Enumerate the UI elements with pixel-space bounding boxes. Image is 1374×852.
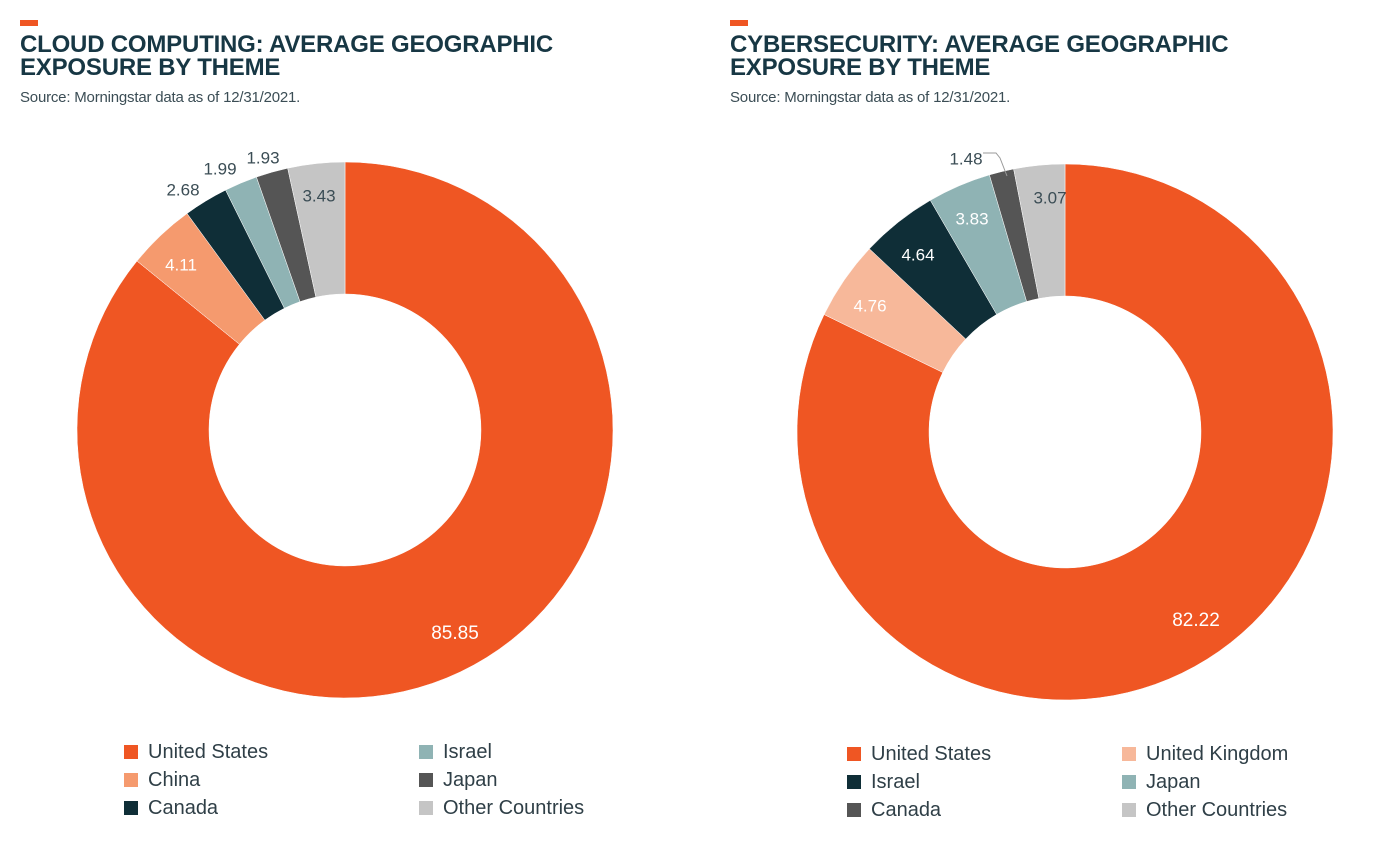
data-label-canada: 1.48 bbox=[949, 149, 982, 168]
legend-swatch bbox=[419, 801, 433, 815]
legend-label: Other Countries bbox=[1146, 798, 1288, 821]
chart-legend: United States China Canada Israel Japan Other… bbox=[124, 740, 644, 830]
data-label-united-kingdom: 4.76 bbox=[853, 296, 886, 315]
legend-label: United States bbox=[148, 740, 269, 763]
data-label-china: 4.11 bbox=[165, 255, 197, 274]
cloud-computing-chart-panel: CLOUD COMPUTING: AVERAGE GEOGRAPHIC EXPO… bbox=[20, 20, 644, 830]
legend-swatch bbox=[124, 745, 138, 759]
chart-source-note: Source: Morningstar data as of 12/31/202… bbox=[20, 89, 301, 106]
chart-title-line-2: EXPOSURE BY THEME bbox=[20, 54, 281, 81]
legend-item-canada: Canada bbox=[847, 798, 941, 822]
data-label-united-states: 85.85 bbox=[431, 623, 479, 644]
slice-other-countries bbox=[1013, 163, 1066, 299]
legend-swatch bbox=[1122, 747, 1136, 761]
chart-title-line-1: CYBERSECURITY: AVERAGE GEOGRAPHIC bbox=[730, 31, 1229, 58]
legend-item-japan: Japan bbox=[1122, 770, 1201, 794]
chart-source-note: Source: Morningstar data as of 12/31/202… bbox=[730, 89, 1011, 106]
legend-swatch bbox=[1122, 803, 1136, 817]
data-label-other-countries: 3.07 bbox=[1033, 188, 1066, 207]
legend-item-israel: Israel bbox=[419, 740, 492, 764]
legend-item-united-states: United States bbox=[124, 740, 268, 764]
data-label-japan: 3.83 bbox=[955, 209, 988, 228]
chart-title-line-1: CLOUD COMPUTING: AVERAGE GEOGRAPHIC bbox=[20, 31, 554, 58]
legend-label: Israel bbox=[871, 770, 920, 793]
legend-label: Israel bbox=[443, 740, 492, 763]
data-label-israel: 4.64 bbox=[901, 245, 934, 264]
cybersecurity-chart-panel: CYBERSECURITY: AVERAGE GEOGRAPHIC EXPOSU… bbox=[687, 0, 1374, 852]
data-label-japan: 1.93 bbox=[246, 148, 279, 167]
donut-chart-cybersecurity: 82.22 4.76 4.64 3.83 1.48 3.07 bbox=[796, 149, 1334, 701]
legend-item-israel: Israel bbox=[847, 770, 920, 794]
legend-label: Other Countries bbox=[443, 796, 585, 819]
slice-united-states bbox=[76, 161, 614, 699]
legend-item-united-kingdom: United Kingdom bbox=[1122, 742, 1288, 766]
accent-bar bbox=[20, 20, 38, 26]
legend-label: Canada bbox=[148, 796, 219, 819]
legend-label: Japan bbox=[443, 768, 498, 791]
legend-item-united-states: United States bbox=[847, 742, 991, 766]
chart-title: CLOUD COMPUTING: AVERAGE GEOGRAPHIC EXPO… bbox=[20, 31, 554, 81]
accent-bar bbox=[730, 20, 748, 26]
legend-label: Japan bbox=[1146, 770, 1201, 793]
slice-other-countries bbox=[287, 161, 346, 298]
legend-label: United Kingdom bbox=[1146, 742, 1289, 765]
data-label-israel: 1.99 bbox=[203, 159, 236, 178]
legend-item-other-countries: Other Countries bbox=[419, 796, 584, 820]
legend-swatch bbox=[847, 775, 861, 789]
data-label-united-states: 82.22 bbox=[1172, 610, 1220, 631]
legend-item-china: China bbox=[124, 768, 200, 792]
donut-chart-cloud-computing: 85.85 4.11 2.681.99 1.93 3.43 bbox=[76, 148, 614, 699]
legend-swatch bbox=[124, 801, 138, 815]
legend-swatch bbox=[847, 803, 861, 817]
legend-swatch bbox=[1122, 775, 1136, 789]
legend-item-canada: Canada bbox=[124, 796, 218, 820]
legend-item-other-countries: Other Countries bbox=[1122, 798, 1287, 822]
legend-label: China bbox=[148, 768, 201, 791]
legend-label: Canada bbox=[871, 798, 942, 821]
legend-swatch bbox=[419, 745, 433, 759]
chart-title-line-2: EXPOSURE BY THEME bbox=[730, 54, 991, 81]
legend-swatch bbox=[124, 773, 138, 787]
data-label-canada: 2.68 bbox=[166, 180, 199, 199]
leader-line-canada bbox=[983, 152, 1008, 177]
slice-united-states bbox=[796, 163, 1334, 701]
legend-item-japan: Japan bbox=[419, 768, 498, 792]
legend-label: United States bbox=[871, 742, 992, 765]
data-label-other-countries: 3.43 bbox=[302, 186, 335, 205]
chart-title: CYBERSECURITY: AVERAGE GEOGRAPHIC EXPOSU… bbox=[730, 31, 1229, 81]
chart-legend: United States United Kingdom Israel Japan Ca… bbox=[847, 742, 1367, 832]
legend-swatch bbox=[847, 747, 861, 761]
legend-swatch bbox=[419, 773, 433, 787]
